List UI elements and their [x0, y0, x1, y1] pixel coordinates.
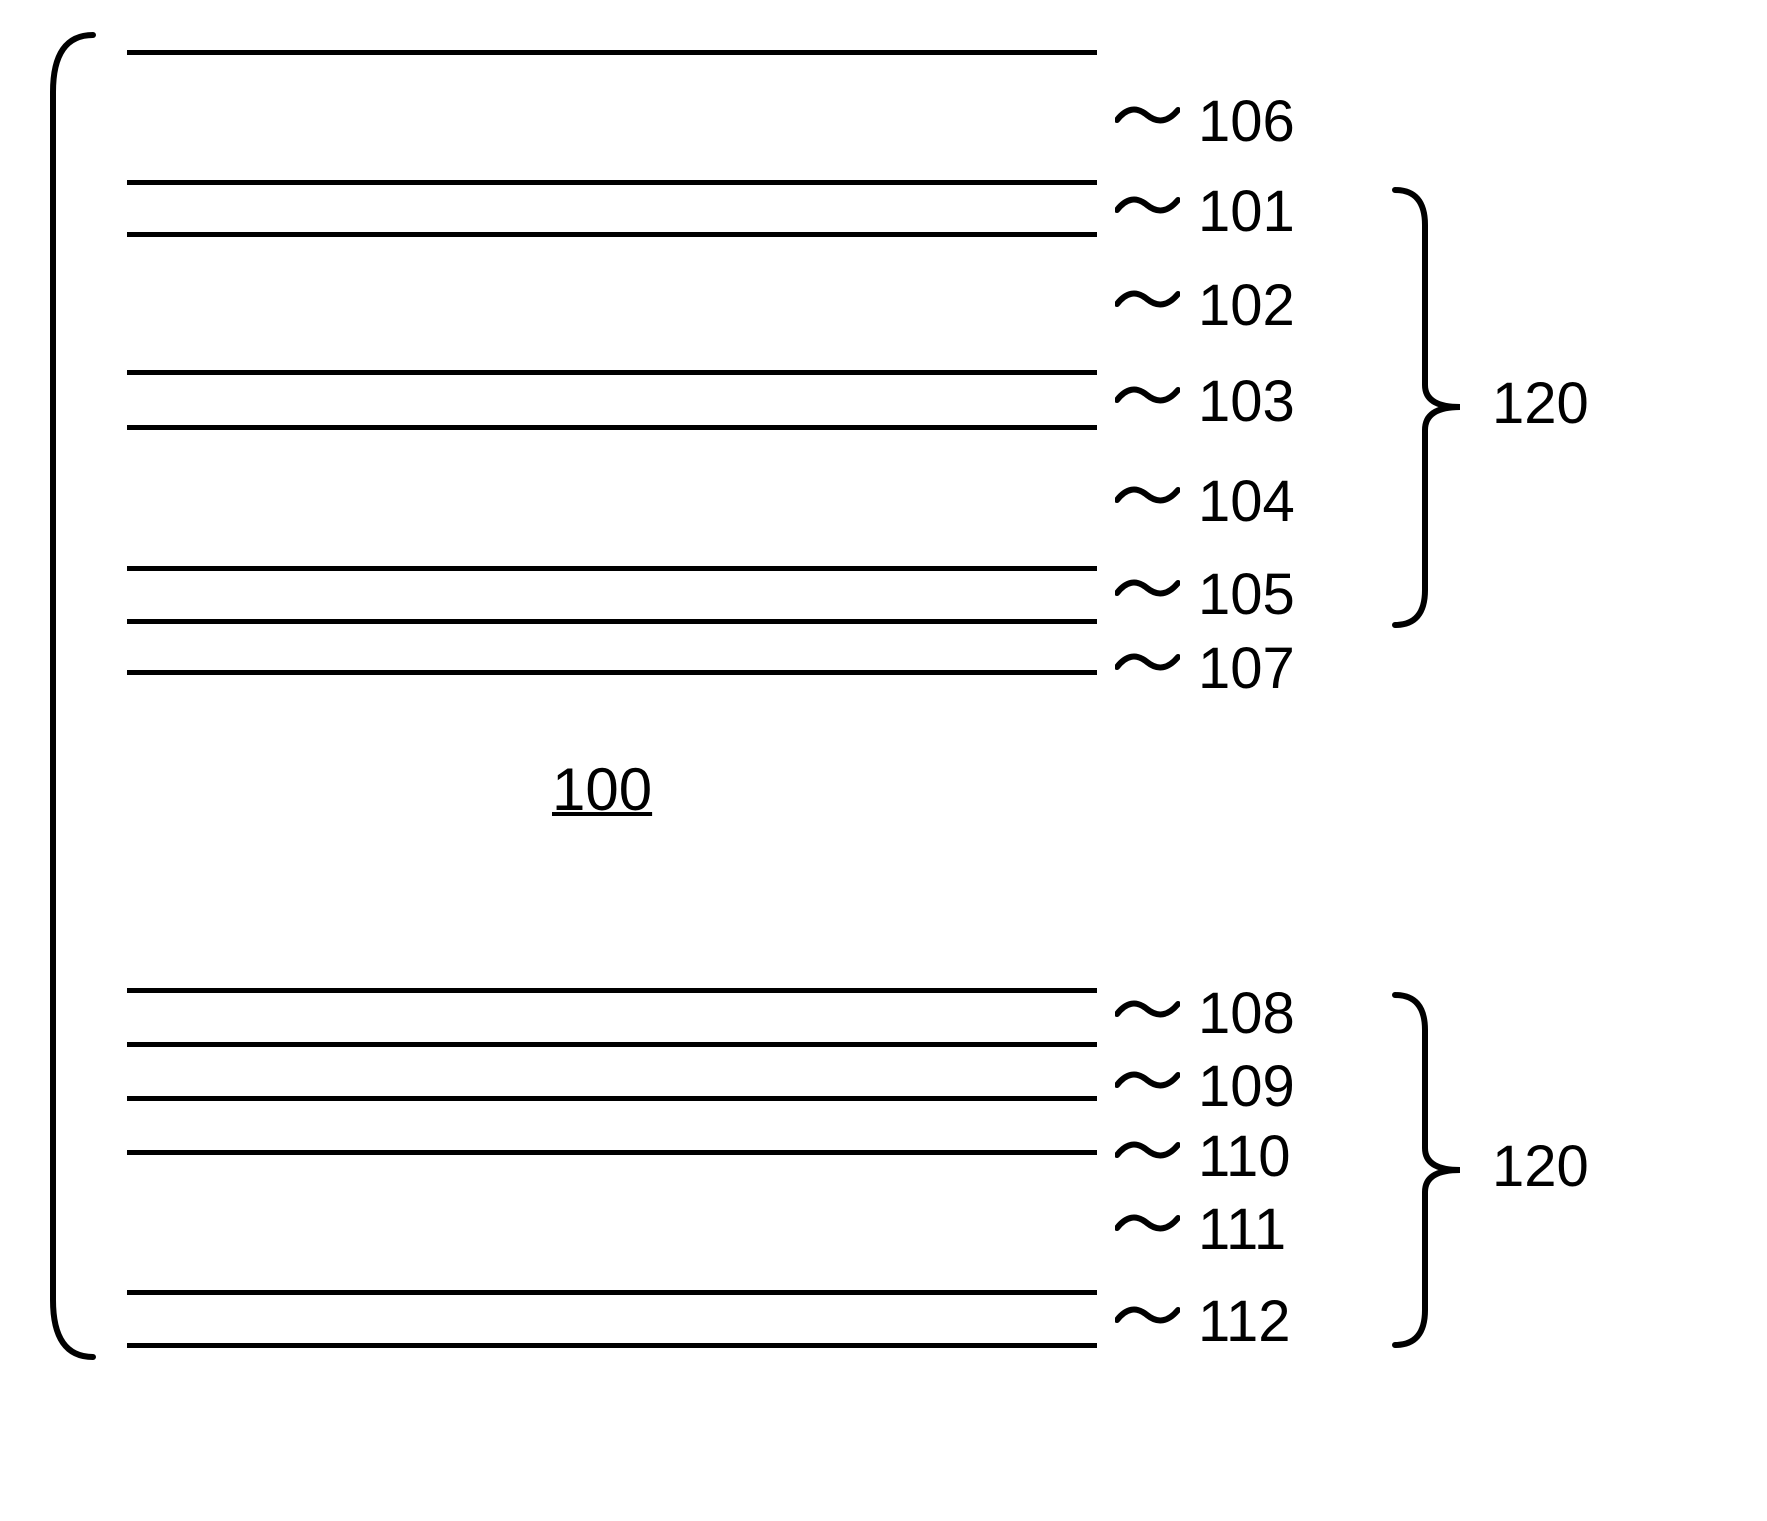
left-bracket [45, 32, 100, 1360]
line-102-103-top [127, 370, 1097, 375]
label-110: 110 [1198, 1123, 1290, 1190]
layer-diagram: 100 106 101 102 103 104 105 107 108 [0, 0, 1767, 1521]
tilde-icon [1115, 647, 1180, 677]
tilde-icon [1115, 480, 1180, 510]
tilde-icon [1115, 994, 1180, 1024]
label-120-bottom: 120 [1492, 1133, 1589, 1200]
label-108: 108 [1198, 980, 1295, 1047]
line-101-102-top [127, 232, 1097, 237]
line-bot-4 [127, 1290, 1097, 1295]
label-111: 111 [1198, 1196, 1286, 1263]
tilde-icon [1115, 1065, 1180, 1095]
line-104-105-top [127, 566, 1097, 571]
tilde-icon [1115, 1300, 1180, 1330]
line-bot-5 [127, 1343, 1097, 1348]
line-bot-3 [127, 1150, 1097, 1155]
right-bracket-top [1390, 185, 1470, 630]
line-105-107-top [127, 619, 1097, 624]
tilde-icon [1115, 1135, 1180, 1165]
label-104: 104 [1198, 468, 1295, 535]
line-bot-0 [127, 988, 1097, 993]
line-107-bottom [127, 670, 1097, 675]
right-bracket-bottom [1390, 990, 1470, 1350]
label-112: 112 [1198, 1288, 1290, 1355]
tilde-icon [1115, 100, 1180, 130]
line-bot-2 [127, 1096, 1097, 1101]
center-label: 100 [552, 755, 652, 824]
tilde-icon [1115, 284, 1180, 314]
label-102: 102 [1198, 272, 1295, 339]
label-103: 103 [1198, 368, 1295, 435]
label-101: 101 [1198, 178, 1295, 245]
label-120-top: 120 [1492, 370, 1589, 437]
tilde-icon [1115, 190, 1180, 220]
line-106-101-top [127, 180, 1097, 185]
label-105: 105 [1198, 561, 1295, 628]
line-top-0 [127, 50, 1097, 55]
label-107: 107 [1198, 635, 1295, 702]
line-103-104-top [127, 425, 1097, 430]
tilde-icon [1115, 1208, 1180, 1238]
line-bot-1 [127, 1042, 1097, 1047]
tilde-icon [1115, 573, 1180, 603]
tilde-icon [1115, 380, 1180, 410]
label-106: 106 [1198, 88, 1295, 155]
label-109: 109 [1198, 1053, 1295, 1120]
